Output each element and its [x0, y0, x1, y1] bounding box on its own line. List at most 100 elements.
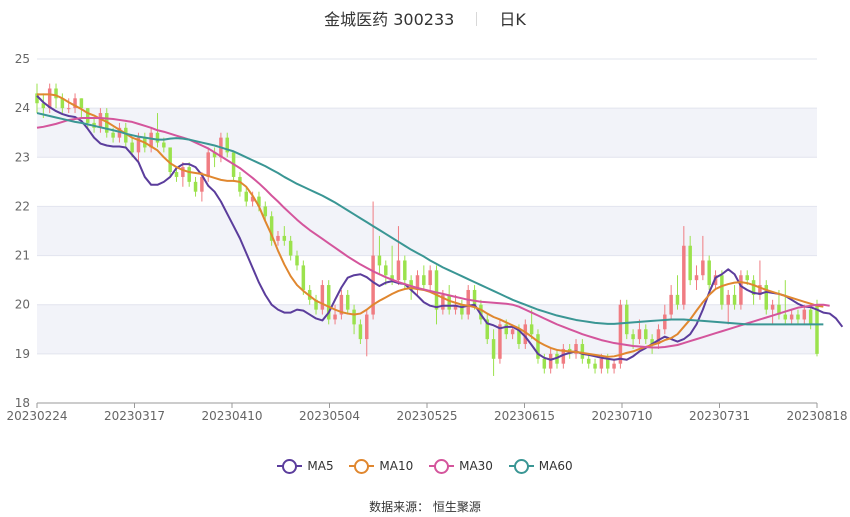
candle-body	[441, 294, 445, 310]
x-tick-label: 20230818	[786, 409, 847, 423]
candle-up	[428, 265, 432, 290]
x-tick-label: 20230410	[201, 409, 262, 423]
candle-body	[485, 319, 489, 340]
candle-body	[301, 265, 306, 290]
candle-body	[314, 299, 318, 310]
candle-up	[149, 127, 153, 153]
candle-body	[276, 235, 280, 241]
candle-up	[637, 319, 642, 345]
data-source: 数据来源： 恒生聚源	[369, 500, 481, 514]
candle-body	[732, 294, 737, 305]
candle-up	[66, 98, 71, 114]
candle-body	[73, 98, 77, 109]
candle-up	[466, 285, 470, 320]
candle-body	[384, 265, 388, 276]
candle-body	[434, 270, 439, 310]
candle-down	[529, 309, 534, 340]
candle-body	[580, 344, 585, 359]
legend-label: MA5	[307, 459, 334, 473]
candle-body	[758, 285, 762, 295]
grid-band	[37, 304, 817, 354]
candle-up	[181, 162, 185, 187]
candle-up	[701, 235, 705, 281]
candle-body	[358, 324, 363, 340]
candle-body	[238, 176, 242, 192]
candle-body	[35, 93, 39, 104]
candle-down	[764, 280, 769, 315]
ma-line-ma60	[36, 112, 824, 326]
candle-body	[257, 196, 261, 207]
candle-down	[35, 83, 39, 114]
candle-body	[187, 167, 191, 182]
candle-body	[66, 108, 71, 110]
candle-body	[491, 339, 496, 359]
candle-up	[523, 319, 528, 349]
candle-up	[371, 201, 375, 320]
candle-up	[770, 299, 775, 325]
candle-up	[73, 93, 77, 114]
x-tick-label: 20230710	[591, 409, 652, 423]
candle-body	[669, 294, 673, 315]
candle-body	[523, 324, 528, 345]
candle-down	[580, 339, 585, 364]
candle-body	[244, 191, 249, 202]
candle-up	[415, 270, 420, 295]
grid-band	[37, 108, 817, 158]
candle-body	[269, 216, 274, 241]
candle-down	[301, 260, 306, 295]
candle-body	[472, 289, 477, 305]
candle-body	[745, 275, 749, 281]
x-tick-label: 20230224	[6, 409, 67, 423]
candle-body	[162, 142, 166, 148]
y-tick-label: 25	[15, 52, 30, 66]
legend-item-ma10[interactable]: MA10	[349, 459, 413, 474]
y-tick-label: 18	[15, 396, 30, 410]
legend-item-ma30[interactable]: MA30	[429, 459, 493, 474]
candle-body	[650, 339, 654, 345]
x-tick-label: 20230504	[299, 409, 360, 423]
candle-body	[415, 275, 420, 290]
candle-body	[47, 88, 52, 109]
candle-body	[644, 329, 648, 340]
candle-down	[212, 147, 217, 168]
candle-body	[225, 137, 229, 153]
candle-down	[783, 280, 788, 325]
candle-down	[377, 235, 382, 276]
candle-body	[54, 88, 58, 99]
legend-item-ma5[interactable]: MA5	[277, 459, 334, 474]
candle-up	[333, 304, 337, 325]
candle-body	[212, 152, 217, 158]
candle-body	[200, 176, 204, 192]
candle-body	[288, 240, 293, 256]
candle-down	[238, 172, 242, 197]
legend-item-ma60[interactable]: MA60	[508, 459, 573, 474]
x-tick-label: 20230615	[494, 409, 555, 423]
candle-body	[618, 304, 623, 364]
candle-up	[339, 289, 344, 320]
candle-body	[174, 172, 179, 177]
candle-up	[726, 289, 730, 325]
candle-body	[656, 329, 661, 345]
candle-body	[574, 344, 578, 354]
candle-body	[41, 103, 46, 109]
candle-body	[808, 309, 813, 325]
candle-up	[682, 226, 686, 310]
candle-down	[352, 304, 356, 335]
candle-down	[707, 255, 711, 290]
candle-body	[789, 314, 794, 320]
candle-down	[796, 309, 800, 325]
candle-body	[510, 329, 515, 335]
candle-body	[599, 358, 604, 369]
candle-body	[682, 245, 686, 305]
candle-down	[326, 280, 331, 325]
candle-body	[365, 314, 369, 340]
candle-up	[694, 265, 699, 290]
candle-down	[358, 319, 363, 345]
candle-down	[485, 314, 489, 345]
legend-marker	[508, 459, 534, 474]
candle-body	[694, 275, 699, 281]
candle-up	[561, 344, 566, 369]
candle-body	[333, 314, 337, 320]
candle-body	[548, 353, 553, 369]
candle-body	[295, 255, 299, 266]
